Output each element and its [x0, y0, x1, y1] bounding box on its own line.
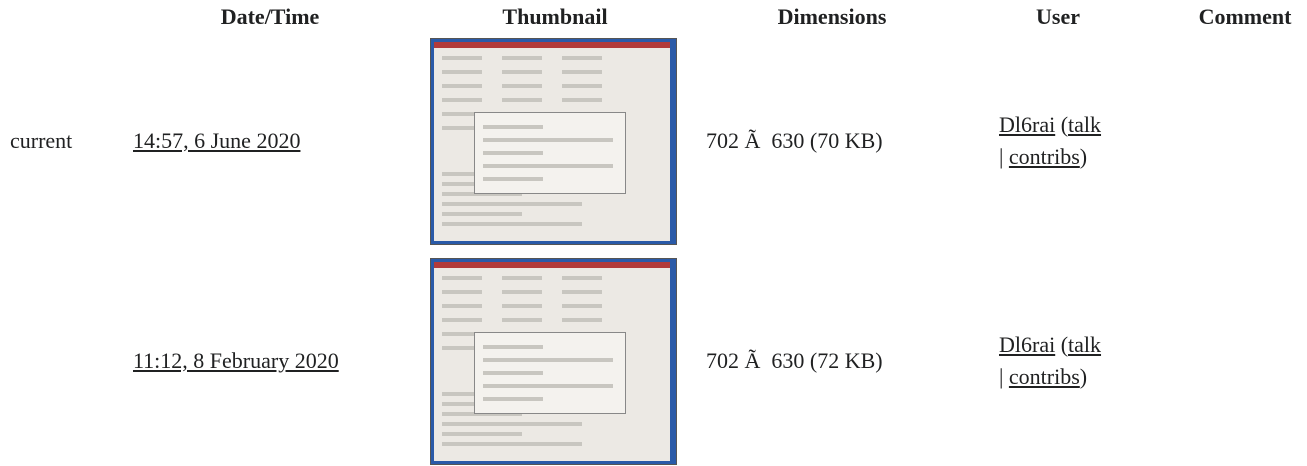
field	[442, 212, 522, 216]
datetime-link[interactable]: 14:57, 6 June 2020	[133, 128, 301, 153]
field	[502, 304, 542, 308]
separator: |	[999, 364, 1004, 389]
field	[562, 290, 602, 294]
paren: (	[1060, 332, 1069, 357]
title-bar	[434, 42, 670, 48]
thumbnail[interactable]	[430, 38, 677, 245]
paren: )	[1079, 364, 1088, 389]
paren: (	[1060, 112, 1069, 137]
header: User	[1036, 4, 1080, 29]
field	[562, 276, 602, 280]
field	[483, 125, 543, 129]
window	[434, 262, 670, 461]
field	[502, 84, 542, 88]
user-cell: Dl6rai (talk | contribs)	[999, 329, 1129, 393]
field	[562, 98, 602, 102]
field	[562, 70, 602, 74]
window	[434, 42, 670, 241]
field	[442, 112, 482, 116]
field	[483, 138, 613, 142]
user-link[interactable]: Dl6rai	[999, 112, 1056, 137]
field	[442, 422, 582, 426]
field	[442, 202, 582, 206]
separator: |	[999, 144, 1004, 169]
user-cell: Dl6rai (talk | contribs)	[999, 109, 1129, 173]
field	[442, 346, 482, 350]
user-link[interactable]: Dl6rai	[999, 332, 1056, 357]
field	[442, 98, 482, 102]
dialog	[474, 332, 626, 414]
field	[502, 276, 542, 280]
field	[502, 318, 542, 322]
field	[442, 276, 482, 280]
field	[442, 126, 482, 130]
dimensions: 702 Ã 630 (72 KB)	[706, 348, 883, 373]
field	[442, 432, 522, 436]
header: Dimensions	[777, 4, 887, 29]
field	[442, 70, 482, 74]
header: Date/Time	[220, 4, 320, 29]
field	[562, 318, 602, 322]
field	[562, 56, 602, 60]
field	[442, 304, 482, 308]
talk-link[interactable]: talk	[1068, 332, 1102, 357]
field	[502, 98, 542, 102]
field	[483, 345, 543, 349]
field	[483, 151, 543, 155]
dialog	[474, 112, 626, 194]
contribs-link[interactable]: contribs	[1008, 144, 1080, 169]
datetime-link[interactable]: 11:12, 8 February 2020	[133, 348, 339, 373]
title-bar	[434, 262, 670, 268]
header: Comment	[1198, 4, 1292, 29]
field	[483, 177, 543, 181]
field	[562, 84, 602, 88]
paren: )	[1079, 144, 1088, 169]
field	[502, 56, 542, 60]
field	[442, 84, 482, 88]
field	[483, 384, 613, 388]
field	[483, 371, 543, 375]
field	[502, 290, 542, 294]
field	[442, 442, 582, 446]
field	[442, 412, 522, 416]
dimensions: 702 Ã 630 (70 KB)	[706, 128, 883, 153]
header: Thumbnail	[502, 4, 608, 29]
field	[442, 290, 482, 294]
field	[483, 397, 543, 401]
field	[442, 332, 482, 336]
field	[442, 318, 482, 322]
field	[442, 192, 522, 196]
field	[442, 56, 482, 60]
field	[483, 164, 613, 168]
field	[562, 304, 602, 308]
field	[502, 70, 542, 74]
talk-link[interactable]: talk	[1068, 112, 1102, 137]
status: current	[10, 128, 73, 153]
field	[483, 358, 613, 362]
field	[442, 222, 582, 226]
thumbnail[interactable]	[430, 258, 677, 465]
contribs-link[interactable]: contribs	[1008, 364, 1080, 389]
